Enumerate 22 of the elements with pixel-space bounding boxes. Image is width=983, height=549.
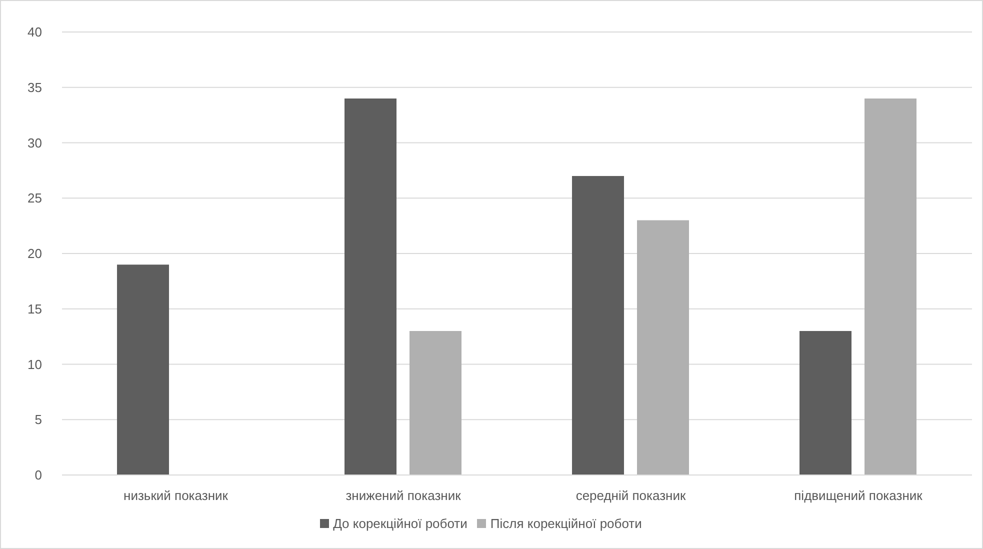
bar xyxy=(572,176,624,475)
y-tick-label: 20 xyxy=(28,246,42,262)
bar xyxy=(864,98,916,475)
bar xyxy=(800,331,852,475)
bar xyxy=(410,331,462,475)
bar xyxy=(344,98,396,475)
y-tick-label: 0 xyxy=(34,468,42,483)
bar xyxy=(637,220,689,475)
y-tick-label: 15 xyxy=(28,301,42,316)
bar xyxy=(117,264,169,475)
y-tick-label: 30 xyxy=(28,135,42,150)
y-tick-label: 40 xyxy=(28,24,42,40)
y-tick-label: 10 xyxy=(28,356,42,372)
legend-label: До корекційної роботи xyxy=(333,516,468,531)
y-tick-label: 25 xyxy=(28,190,42,206)
y-tick-label: 35 xyxy=(28,80,42,95)
x-tick-label: знижений показник xyxy=(346,488,462,504)
x-tick-label: низький показник xyxy=(124,488,228,504)
x-tick-label: середній показник xyxy=(576,488,686,504)
legend-label: Після корекційної роботи xyxy=(490,516,642,531)
x-tick-label: підвищений показник xyxy=(794,488,923,504)
y-tick-label: 5 xyxy=(34,412,42,428)
